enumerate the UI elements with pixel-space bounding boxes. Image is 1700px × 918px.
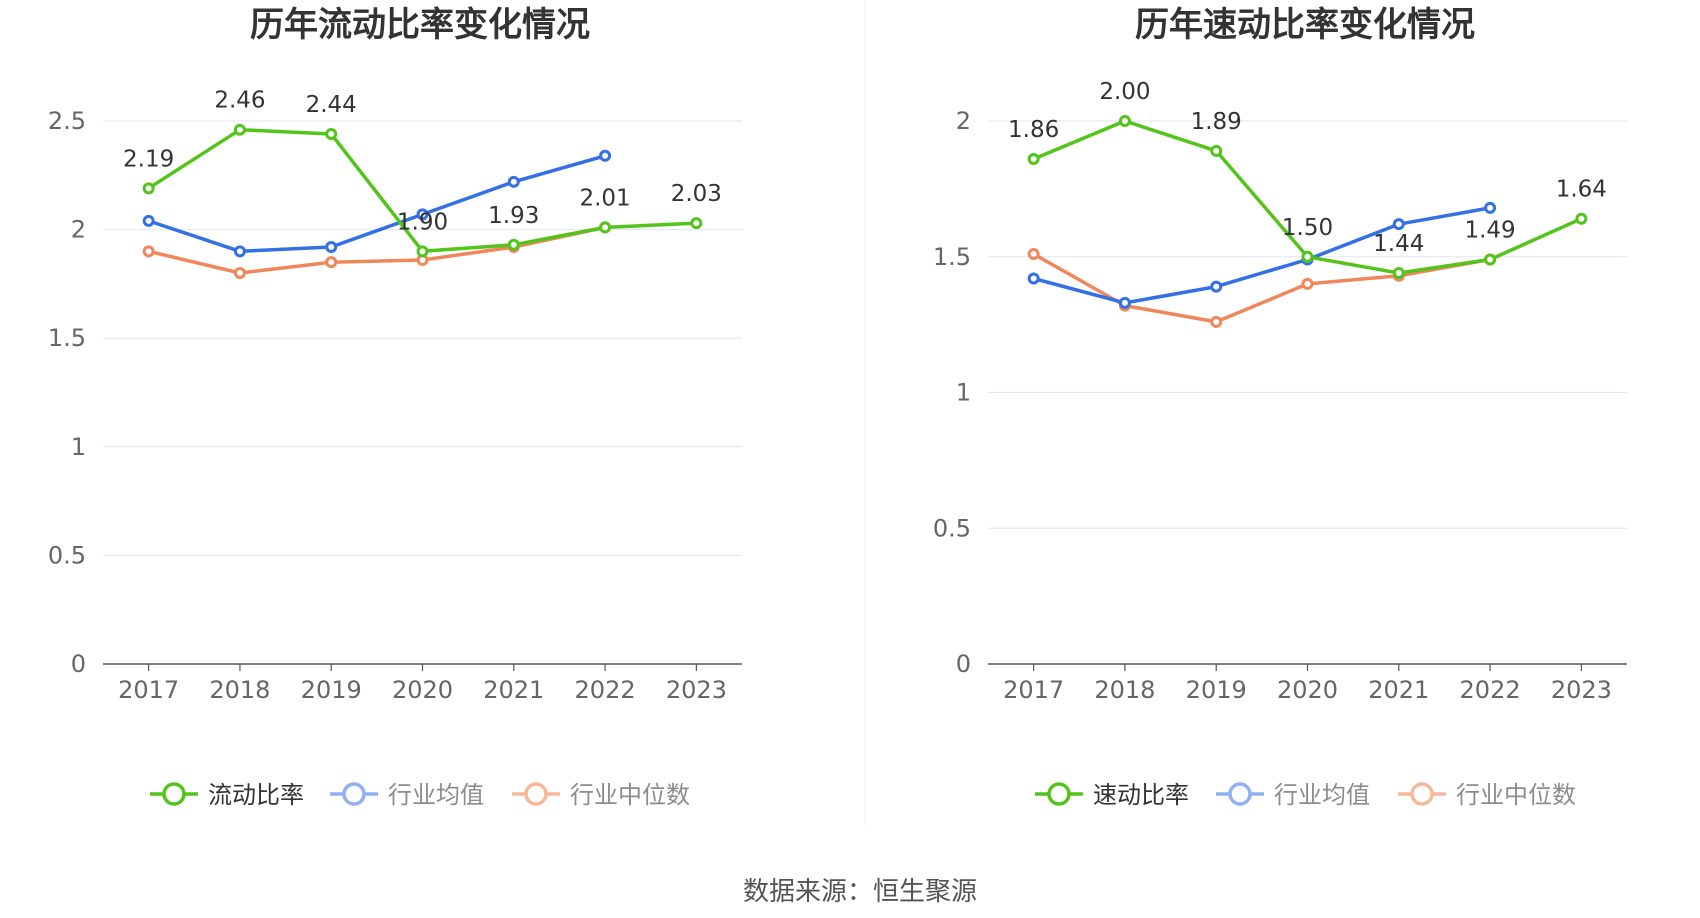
data-point-avg [1484, 201, 1497, 214]
legend-item-main[interactable]: 流动比率 [150, 781, 304, 809]
x-tick-label: 2023 [666, 676, 727, 704]
x-tick-label: 2018 [209, 676, 270, 704]
series-line-median [1032, 252, 1491, 324]
y-tick-label: 0 [956, 650, 971, 678]
data-point-main [1301, 250, 1314, 263]
legend-swatch-marker [1410, 782, 1434, 806]
legend-item-main[interactable]: 速动比率 [1035, 781, 1189, 809]
data-label: 1.64 [1556, 177, 1607, 203]
data-point-median [325, 256, 338, 269]
data-point-main [507, 238, 520, 251]
data-point-median [142, 245, 155, 258]
data-source: 数据来源：恒生聚源 [743, 877, 977, 907]
series-line-avg [1033, 206, 1491, 305]
data-label: 1.90 [397, 209, 448, 235]
data-point-main [1484, 253, 1497, 266]
data-point-avg [1027, 272, 1040, 285]
data-label: 1.93 [488, 203, 539, 229]
data-point-median [1301, 277, 1314, 290]
data-label: 1.49 [1464, 217, 1515, 243]
chart-title: 历年速动比率变化情况 [1135, 5, 1475, 45]
x-tick-label: 2019 [1186, 676, 1247, 704]
y-tick-label: 1.5 [933, 243, 971, 271]
chart-panel-1: 历年流动比率变化情况 0 0.5 1 1.5 2 2.5 2017 2018 2019 2020 20… [48, 5, 742, 809]
data-point-avg [416, 208, 429, 221]
data-point-main [325, 128, 338, 141]
data-point-main [142, 182, 155, 195]
legend-swatch-marker [524, 782, 548, 806]
data-label: 1.44 [1373, 231, 1424, 257]
data-label: 1.50 [1282, 215, 1333, 241]
legend-swatch-marker [1228, 782, 1252, 806]
legend-label: 行业中位数 [1456, 781, 1576, 809]
legend-item-avg[interactable]: 行业均值 [1216, 781, 1370, 809]
y-tick-label: 2 [956, 107, 971, 135]
data-label: 2.46 [214, 88, 265, 114]
data-point-avg [325, 240, 338, 253]
data-point-avg [233, 245, 246, 258]
y-tick-label: 2 [71, 216, 86, 244]
x-tick-label: 2017 [1003, 676, 1064, 704]
data-point-main [690, 217, 703, 230]
data-point-main [1118, 115, 1131, 127]
data-point-main [1392, 267, 1405, 280]
data-point-main [1575, 212, 1588, 225]
data-label: 1.86 [1008, 117, 1059, 143]
data-point-median [1210, 315, 1223, 328]
data-point-main [599, 221, 612, 234]
y-tick-label: 1 [956, 379, 971, 407]
y-tick-label: 1.5 [48, 324, 86, 352]
data-point-main [1210, 144, 1223, 157]
x-tick-label: 2018 [1094, 676, 1155, 704]
legend-label: 速动比率 [1093, 781, 1189, 809]
y-tick-label: 0 [71, 650, 86, 678]
legend-label: 行业均值 [388, 781, 484, 809]
y-tick-label: 1 [71, 433, 86, 461]
chart-title: 历年流动比率变化情况 [250, 5, 590, 45]
data-point-median [233, 267, 246, 280]
x-tick-label: 2017 [118, 676, 179, 704]
x-tick-label: 2020 [392, 676, 453, 704]
x-tick-label: 2020 [1277, 676, 1338, 704]
y-tick-label: 2.5 [48, 107, 86, 135]
legend-label: 流动比率 [208, 781, 304, 809]
legend-item-median[interactable]: 行业中位数 [512, 781, 690, 809]
legend-label: 行业均值 [1274, 781, 1370, 809]
data-label: 2.19 [123, 146, 174, 172]
x-tick-label: 2021 [483, 676, 544, 704]
x-tick-label: 2022 [1460, 676, 1521, 704]
data-point-median [1027, 248, 1040, 261]
data-point-main [233, 123, 246, 136]
x-tick-label: 2022 [575, 676, 636, 704]
legend-item-avg[interactable]: 行业均值 [330, 781, 484, 809]
legend-swatch-marker [162, 782, 186, 806]
x-tick-label: 2019 [301, 676, 362, 704]
legend-swatch-marker [342, 782, 366, 806]
series-line-main [1032, 119, 1583, 275]
data-point-avg [142, 214, 155, 227]
legend-label: 行业中位数 [570, 781, 690, 809]
data-label: 2.00 [1099, 79, 1150, 105]
data-label: 1.89 [1191, 109, 1242, 135]
data-point-avg [1392, 218, 1405, 231]
data-point-avg [1118, 296, 1131, 309]
data-point-main [1027, 153, 1040, 166]
x-tick-label: 2023 [1551, 676, 1612, 704]
data-point-main [416, 245, 429, 258]
series-line-median [148, 225, 606, 275]
data-label: 2.03 [671, 181, 722, 207]
data-label: 2.44 [306, 92, 357, 118]
series-line-avg [148, 154, 606, 254]
x-tick-label: 2021 [1368, 676, 1429, 704]
y-tick-label: 0.5 [48, 541, 86, 569]
data-point-avg [507, 175, 520, 188]
data-point-avg [599, 149, 612, 162]
legend-swatch-marker [1047, 782, 1071, 806]
data-point-avg [1210, 280, 1223, 293]
y-tick-label: 0.5 [933, 514, 971, 542]
chart-panel-2: 历年速动比率变化情况 0 0.5 1 1.5 2 2017 2018 2019 2020 2021 2… [933, 5, 1627, 809]
data-label: 2.01 [579, 185, 630, 211]
legend-item-median[interactable]: 行业中位数 [1398, 781, 1576, 809]
